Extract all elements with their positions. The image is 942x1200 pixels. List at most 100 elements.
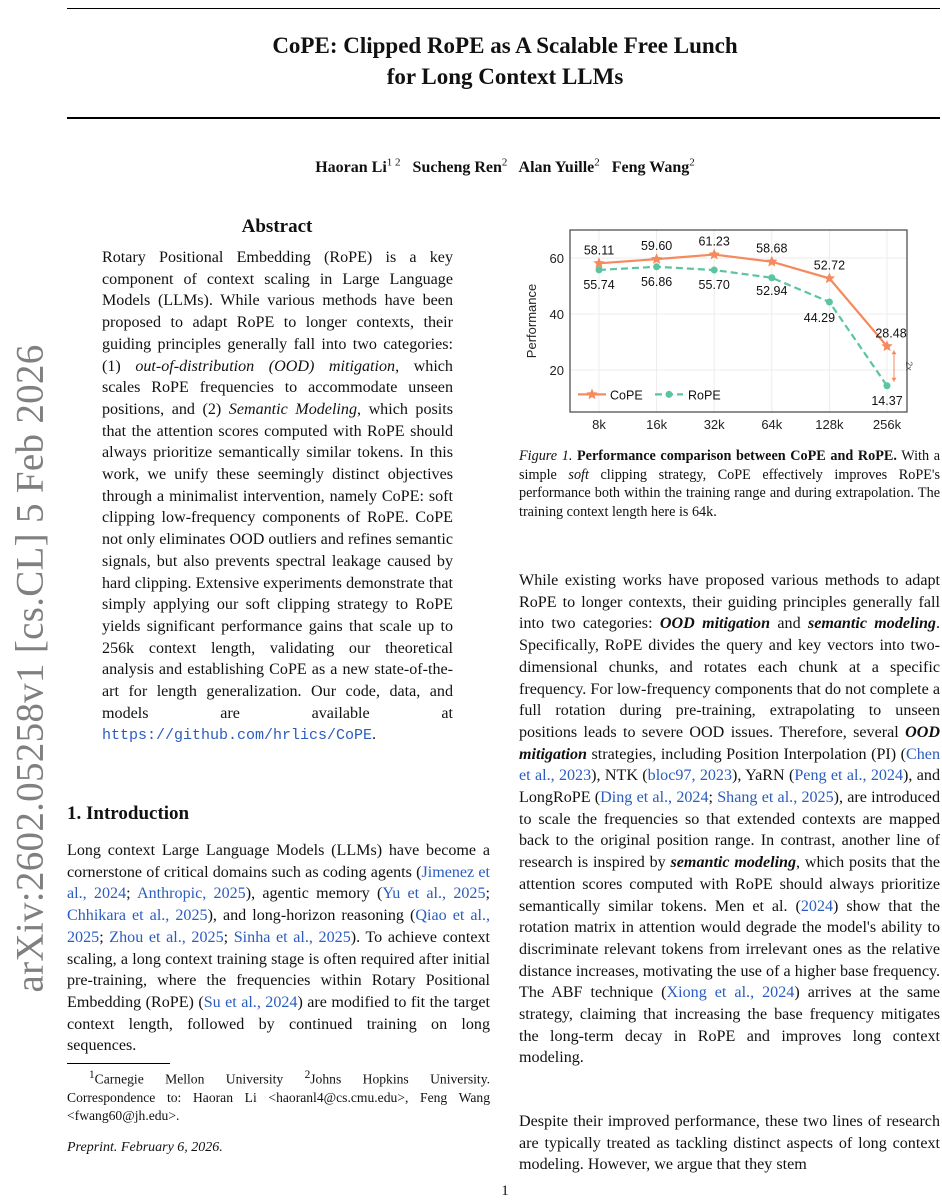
data-point-rope: [595, 266, 603, 274]
series-line-cope: [598, 253, 888, 347]
citation-link[interactable]: Su et al., 2024: [203, 993, 298, 1011]
legend-marker-rope: [665, 390, 673, 398]
code-link[interactable]: https://github.com/hrlics/CoPE: [102, 727, 373, 745]
text-run: ;: [126, 885, 137, 903]
title-line-1: CoPE: Clipped RoPE as A Scalable Free Lu…: [272, 33, 738, 58]
text-run: ), and long-horizon reasoning (: [207, 907, 416, 925]
footnote: 1Carnegie Mellon University 2Johns Hopki…: [67, 1069, 491, 1123]
emphasis-text: Semantic Modeling: [228, 400, 357, 418]
citation-link[interactable]: Ding et al., 2024: [600, 789, 709, 807]
author: Alan Yuille2: [518, 157, 600, 177]
data-point-rope: [825, 298, 833, 306]
x-tick-label: 256k: [873, 417, 902, 432]
citation-link[interactable]: Sinha et al., 2025: [233, 928, 351, 946]
citation-link[interactable]: Peng et al., 2024: [794, 767, 904, 785]
text-run: ). To achieve context scaling, a long co…: [67, 928, 490, 1011]
text-run: , which posits that the attention scores…: [102, 400, 453, 722]
data-label: 55.74: [583, 278, 614, 292]
data-label: 14.37: [871, 394, 902, 408]
citation-link[interactable]: Qiao et al., 2025: [67, 907, 490, 946]
text-run: ), NTK (: [591, 767, 648, 785]
text-run: ;: [223, 928, 234, 946]
body-paragraph: Despite their improved performance, thes…: [519, 1111, 940, 1176]
text-run: ) are modified to fit the target context…: [67, 993, 491, 1055]
citation-link[interactable]: Chhikara et al., 2025: [67, 907, 208, 925]
legend-label-rope: RoPE: [688, 388, 721, 402]
x-tick-label: 16k: [646, 417, 667, 432]
x-tick-label: 128k: [815, 417, 844, 432]
data-label: 52.72: [814, 258, 845, 272]
citation-link[interactable]: Zhou et al., 2025: [109, 928, 224, 946]
emphasis-text: semantic modeling: [670, 854, 797, 872]
text-run: . Specifically, RoPE divides the query a…: [519, 615, 941, 741]
arrow-head: [891, 377, 897, 382]
data-label: 58.11: [584, 243, 614, 257]
emphasis-text: semantic modeling: [807, 615, 936, 633]
text-run: and: [770, 615, 808, 633]
data-point-rope: [883, 382, 891, 390]
legend-marker-cope: [586, 388, 598, 400]
text-run: ;: [708, 789, 718, 807]
arrow-head: [891, 350, 897, 355]
emphasis-text: OOD mitigation: [519, 723, 940, 763]
paper-title: CoPE: Clipped RoPE as A Scalable Free Lu…: [0, 30, 942, 92]
citation-link[interactable]: bloc97, 2023: [647, 767, 733, 785]
data-label: 56.86: [641, 275, 672, 289]
citation-link[interactable]: Yu et al., 2025: [382, 885, 486, 903]
text-run: .: [372, 726, 377, 744]
text-run: ;: [99, 928, 110, 946]
text-run: Rotary Positional Embedding (RoPE) is a …: [102, 249, 453, 375]
text-run: ;: [485, 885, 490, 903]
data-label: 55.70: [699, 278, 730, 292]
data-point-cope: [766, 255, 778, 267]
text-run: While existing works have proposed vario…: [519, 572, 940, 633]
text-run: , which scales RoPE frequencies to accom…: [102, 357, 453, 418]
emphasis-text: out-of-distribution (OOD) mitigation: [135, 357, 396, 375]
x-tick-label: 32k: [704, 417, 725, 432]
arxiv-identifier[interactable]: arXiv:2602.05258v1 [cs.CL] 5 Feb 2026: [8, 344, 52, 993]
text-run: ), are introduced to scale the frequenci…: [519, 789, 940, 872]
title-rule: [67, 117, 940, 119]
series-line-rope: [598, 265, 888, 387]
data-point-rope: [710, 266, 718, 274]
citation-link[interactable]: Anthropic, 2025: [136, 885, 246, 903]
data-point-cope: [708, 248, 720, 260]
text-run: ) show that the rotation matrix in atten…: [519, 897, 941, 1002]
citation-link[interactable]: Jimenez et al., 2024: [67, 863, 490, 903]
plot-frame: [569, 229, 908, 413]
text-run: ), YaRN (: [732, 767, 795, 785]
y-axis-label: Performance: [524, 284, 539, 358]
legend-label-cope: CoPE: [610, 388, 643, 402]
data-point-rope: [768, 274, 776, 282]
abstract-heading: Abstract: [241, 216, 313, 237]
introduction-heading: 1. Introduction: [67, 803, 190, 824]
text-run: ), and LongRoPE (: [519, 767, 940, 807]
citation-link[interactable]: Xiong et al., 2024: [666, 984, 795, 1002]
citation-link[interactable]: Chen et al., 2023: [519, 745, 940, 785]
data-label: 28.48: [875, 326, 906, 340]
data-point-cope: [650, 253, 663, 264]
text-run: ), agentic memory (: [245, 885, 383, 903]
preprint-note: Preprint. February 6, 2026.: [67, 1140, 223, 1155]
data-point-rope: [653, 263, 661, 271]
text-run: , which posits that the attention scores…: [519, 854, 940, 915]
footnote-rule: [67, 1063, 170, 1064]
citation-link[interactable]: 2024: [800, 897, 834, 915]
author: Sucheng Ren2: [412, 157, 508, 177]
data-point-cope: [593, 257, 605, 269]
top-rule: [67, 8, 940, 9]
y-tick-label: 20: [550, 363, 564, 378]
data-point-cope: [823, 272, 836, 284]
data-point-cope: [881, 340, 893, 352]
page-number: 1: [501, 1183, 509, 1199]
data-label: 52.94: [756, 284, 787, 298]
text-run: ) arrives at the same strategy, claiming…: [519, 984, 940, 1067]
citation-link[interactable]: Shang et al., 2025: [717, 789, 834, 807]
body-paragraph: While existing works have proposed vario…: [519, 570, 940, 1069]
emphasis-text: OOD mitigation: [659, 615, 771, 633]
data-label: 61.23: [699, 235, 730, 249]
data-label: 44.29: [804, 311, 835, 325]
author-list: Haoran Li1 2 Sucheng Ren2 Alan Yuille2 F…: [0, 157, 942, 177]
performance-chart: 20 40 60 8k 16k 32k 64k 128k 256k Performance 58.1…: [524, 229, 914, 432]
